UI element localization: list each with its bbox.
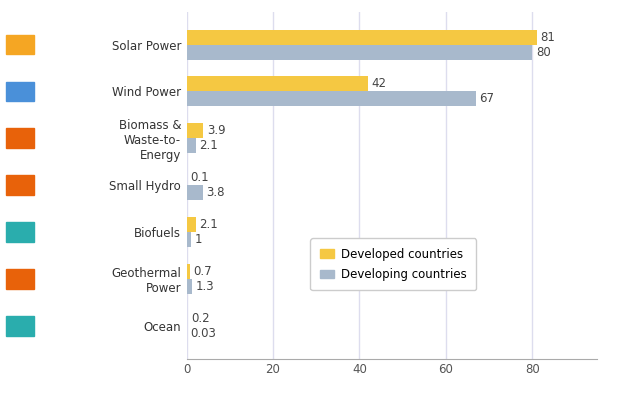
Bar <box>187 45 532 59</box>
Bar <box>187 217 196 232</box>
Bar <box>187 91 476 106</box>
Text: 80: 80 <box>536 46 550 59</box>
Text: 0.1: 0.1 <box>190 171 209 184</box>
Text: 3.9: 3.9 <box>207 125 226 138</box>
Bar <box>187 232 191 247</box>
Text: 0.03: 0.03 <box>190 327 216 340</box>
Text: 42: 42 <box>371 78 386 91</box>
Text: 2.1: 2.1 <box>199 218 218 231</box>
Text: 1.3: 1.3 <box>196 280 215 293</box>
Bar <box>187 76 368 91</box>
Bar <box>187 138 196 153</box>
Text: 67: 67 <box>480 93 494 106</box>
Text: 3.8: 3.8 <box>207 186 225 199</box>
Text: 2.1: 2.1 <box>199 139 218 152</box>
Text: 1: 1 <box>195 233 202 246</box>
Bar <box>187 264 190 279</box>
Text: 0.2: 0.2 <box>191 312 210 325</box>
Bar <box>187 185 203 200</box>
Text: 81: 81 <box>540 31 555 44</box>
Bar <box>187 279 192 294</box>
Text: 0.7: 0.7 <box>193 265 211 278</box>
Legend: Developed countries, Developing countries: Developed countries, Developing countrie… <box>310 238 476 290</box>
Bar <box>187 123 203 138</box>
Bar <box>187 30 537 45</box>
